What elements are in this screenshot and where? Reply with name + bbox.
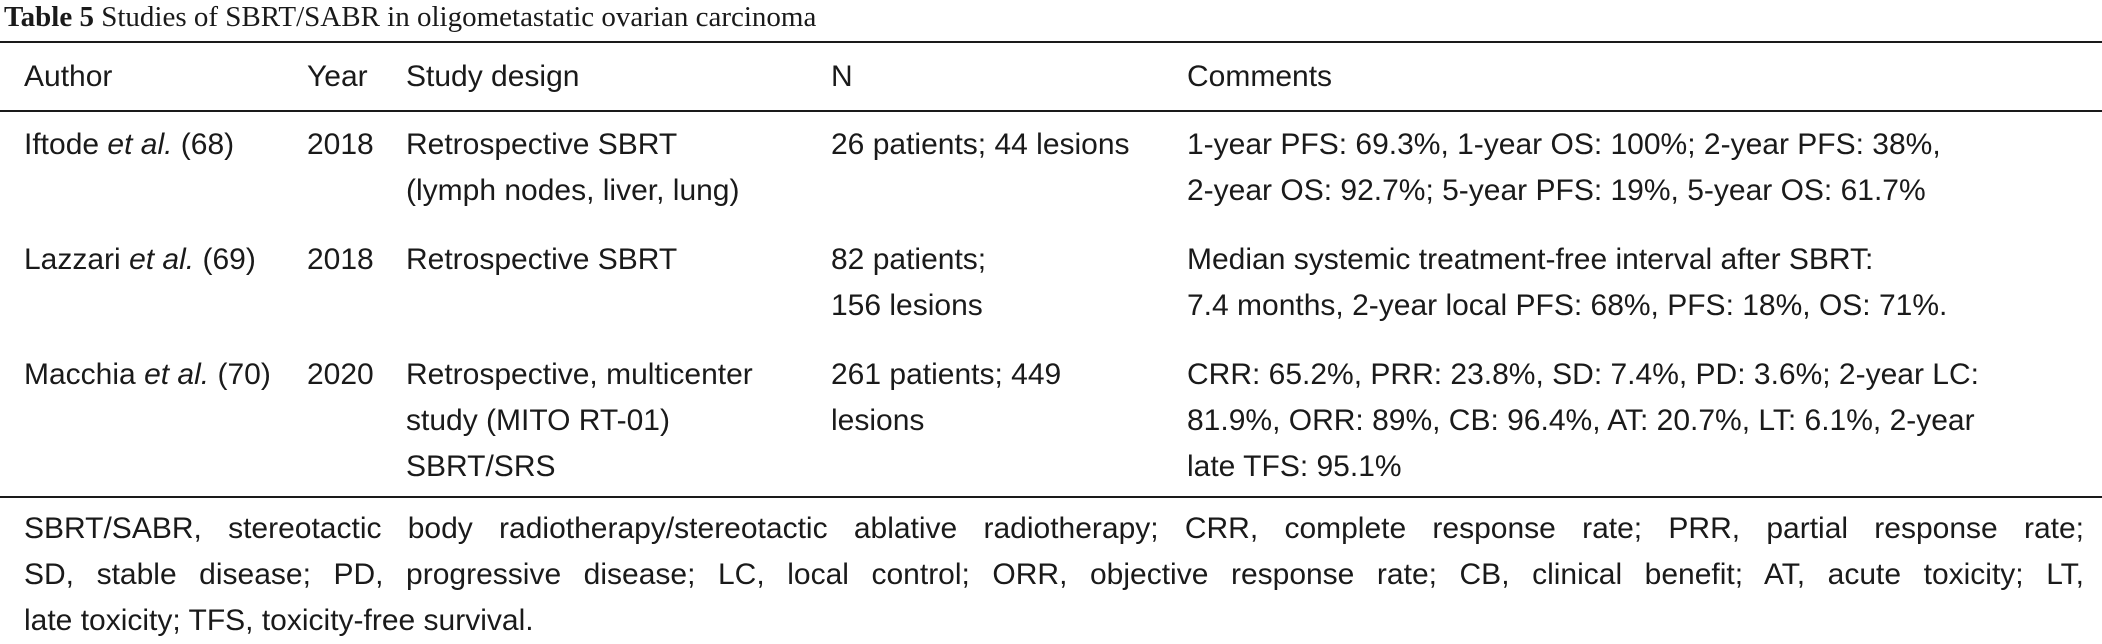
- row-2-author-name: Lazzari: [24, 243, 121, 276]
- row-3-comments-line: late TFS: 95.1%: [1187, 450, 1402, 483]
- row-1-author-etal: et al.: [107, 128, 173, 161]
- row-3-comments: CRR: 65.2%, PRR: 23.8%, SD: 7.4%, PD: 3.…: [1187, 352, 1979, 490]
- row-1-author: Iftode et al. (68): [24, 122, 234, 168]
- header-comments: Comments: [1187, 60, 1333, 93]
- row-3-year: 2020: [307, 358, 374, 391]
- header-study-design: Study design: [406, 60, 580, 93]
- row-3-study-design-line: SBRT/SRS: [406, 450, 556, 483]
- row-1-comments-line: 2-year OS: 92.7%; 5-year PFS: 19%, 5-yea…: [1187, 174, 1926, 207]
- row-1-study-design-line: Retrospective SBRT: [406, 128, 678, 161]
- row-2-n-line: 156 lesions: [831, 289, 983, 322]
- top-rule: [0, 41, 2102, 43]
- row-2-comments-line: Median systemic treatment-free interval …: [1187, 243, 1874, 276]
- row-1-author-ref: (68): [180, 128, 235, 161]
- row-3-author: Macchia et al. (70): [24, 352, 271, 398]
- row-3-author-etal: et al.: [144, 358, 210, 391]
- footnote-line: late toxicity; TFS, toxicity-free surviv…: [24, 604, 534, 637]
- row-3-n-line: lesions: [831, 404, 925, 437]
- header-n: N: [831, 60, 853, 93]
- row-3-comments-line: 81.9%, ORR: 89%, CB: 96.4%, AT: 20.7%, L…: [1187, 404, 1975, 437]
- row-1-comments: 1-year PFS: 69.3%, 1-year OS: 100%; 2-ye…: [1187, 122, 1941, 214]
- row-1-year: 2018: [307, 128, 374, 161]
- footnote-line: SD, stable disease; PD, progressive dise…: [24, 558, 2084, 591]
- footnote-line: SBRT/SABR, stereotactic body radiotherap…: [24, 512, 2084, 545]
- row-3-author-name: Macchia: [24, 358, 136, 391]
- table-caption-label: Table 5: [4, 1, 94, 33]
- row-2-study-design-line: Retrospective SBRT: [406, 243, 678, 276]
- row-3-study-design-line: study (MITO RT-01): [406, 404, 670, 437]
- header-year: Year: [307, 60, 368, 93]
- row-1-study-design-line: (lymph nodes, liver, lung): [406, 174, 740, 207]
- header-author: Author: [24, 60, 113, 93]
- row-3-author-ref: (70): [217, 358, 271, 391]
- row-2-comments: Median systemic treatment-free interval …: [1187, 237, 1947, 329]
- row-3-n: 261 patients; 449 lesions: [831, 352, 1061, 444]
- table-footnote: SBRT/SABR, stereotactic body radiotherap…: [24, 506, 2084, 644]
- table-caption: Table 5 Studies of SBRT/SABR in oligomet…: [4, 0, 816, 34]
- row-1-n: 26 patients; 44 lesions: [831, 122, 1130, 168]
- bottom-rule: [0, 496, 2102, 498]
- row-1-n-line: 26 patients; 44 lesions: [831, 128, 1130, 161]
- table-caption-title: Studies of SBRT/SABR in oligometastatic …: [101, 1, 817, 33]
- row-3-study-design: Retrospective, multicenter study (MITO R…: [406, 352, 753, 490]
- row-2-author: Lazzari et al. (69): [24, 237, 256, 283]
- row-2-author-ref: (69): [202, 243, 256, 276]
- row-1-study-design: Retrospective SBRT (lymph nodes, liver, …: [406, 122, 740, 214]
- header-rule: [0, 110, 2102, 112]
- row-1-comments-line: 1-year PFS: 69.3%, 1-year OS: 100%; 2-ye…: [1187, 128, 1941, 161]
- row-1-author-name: Iftode: [24, 128, 100, 161]
- row-3-n-line: 261 patients; 449: [831, 358, 1062, 391]
- row-2-year: 2018: [307, 243, 374, 276]
- row-3-comments-line: CRR: 65.2%, PRR: 23.8%, SD: 7.4%, PD: 3.…: [1187, 358, 1979, 391]
- row-2-study-design: Retrospective SBRT: [406, 237, 677, 283]
- row-2-n-line: 82 patients;: [831, 243, 987, 276]
- row-3-study-design-line: Retrospective, multicenter: [406, 358, 753, 391]
- row-2-author-etal: et al.: [129, 243, 195, 276]
- row-2-n: 82 patients; 156 lesions: [831, 237, 986, 329]
- row-2-comments-line: 7.4 months, 2-year local PFS: 68%, PFS: …: [1187, 289, 1948, 322]
